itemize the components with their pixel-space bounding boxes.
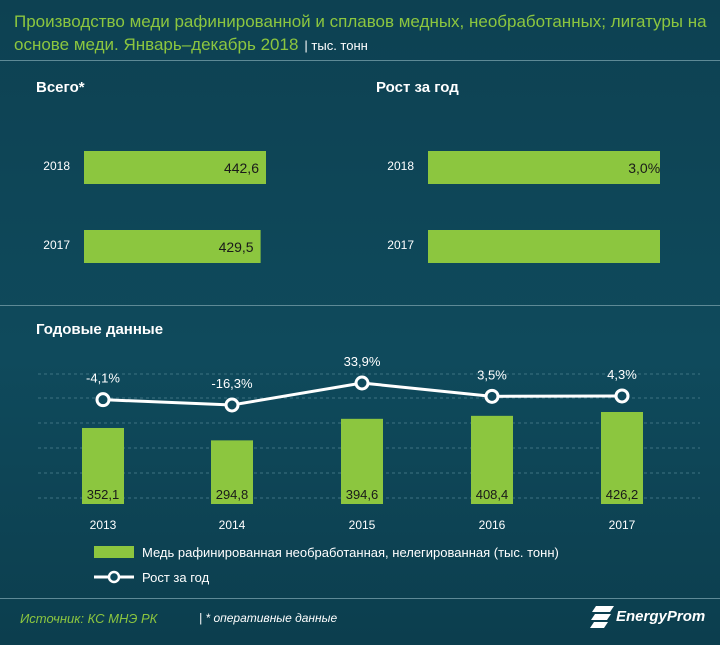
production-value-label: 426,2 (606, 487, 639, 502)
production-bar (601, 412, 643, 504)
total-category-label: 2017 (43, 238, 70, 252)
production-value-label: 294,8 (216, 487, 249, 502)
growth-bar (428, 151, 660, 184)
total-section-title: Всего* (36, 79, 85, 96)
total-bar-chart: 2018 442,6 2017 429,5 (43, 151, 266, 263)
unit-label: | тыс. тонн (304, 38, 368, 53)
growth-point (484, 388, 500, 404)
growth-value-label: -4,1% (86, 371, 120, 386)
source-text: Источник: КС МНЭ РК (20, 611, 158, 626)
growth-point (614, 388, 630, 404)
growth-point (224, 397, 240, 413)
production-value-label: 394,6 (346, 487, 379, 502)
year-tick-label: 2015 (349, 518, 376, 532)
chart-title: Производство меди рафинированной и сплав… (14, 12, 707, 54)
legend-line-label: Рост за год (142, 570, 210, 585)
production-value-label: 352,1 (87, 487, 120, 502)
year-tick-label: 2014 (219, 518, 246, 532)
total-category-label: 2018 (43, 159, 70, 173)
divider-bottom (0, 598, 720, 599)
energyprom-logo: EnergyProm (590, 604, 715, 632)
legend-bar-swatch (94, 546, 134, 558)
growth-category-label: 2018 (387, 159, 414, 173)
growth-value-label: 4,3% (607, 367, 637, 382)
growth-bar (428, 230, 660, 263)
production-bar (471, 415, 513, 504)
growth-value-label: 3,5% (477, 367, 507, 382)
production-bar (82, 427, 124, 504)
divider-middle (0, 305, 720, 306)
production-bar (211, 440, 253, 504)
growth-category-label: 2017 (387, 238, 414, 252)
logo-mark-icon (590, 606, 614, 628)
divider-top (0, 60, 720, 61)
logo-text: EnergyProm (616, 608, 706, 625)
growth-point (95, 392, 111, 408)
annual-combo-chart: 352,1 2013 294,8 2014 394,6 2015 408,4 2016 426,… (38, 354, 700, 585)
total-value-label: 442,6 (224, 160, 259, 176)
growth-value-label: 33,9% (344, 354, 381, 369)
production-bar (341, 418, 383, 504)
year-tick-label: 2016 (479, 518, 506, 532)
total-value-label: 429,5 (219, 239, 254, 255)
year-tick-label: 2013 (90, 518, 117, 532)
total-bar (84, 151, 266, 184)
growth-section-title: Рост за год (376, 79, 459, 96)
total-bar (84, 230, 261, 263)
growth-value-label: 3,0% (628, 160, 660, 176)
footnote-text: | * оперативные данные (199, 611, 338, 625)
legend-bar-label: Медь рафинированная необработанная, неле… (142, 545, 559, 560)
growth-value-label: -16,3% (211, 376, 253, 391)
production-value-label: 408,4 (476, 487, 509, 502)
annual-section-title: Годовые данные (36, 321, 164, 338)
growth-point (354, 375, 370, 391)
year-tick-label: 2017 (609, 518, 636, 532)
legend-line-marker (107, 570, 121, 584)
